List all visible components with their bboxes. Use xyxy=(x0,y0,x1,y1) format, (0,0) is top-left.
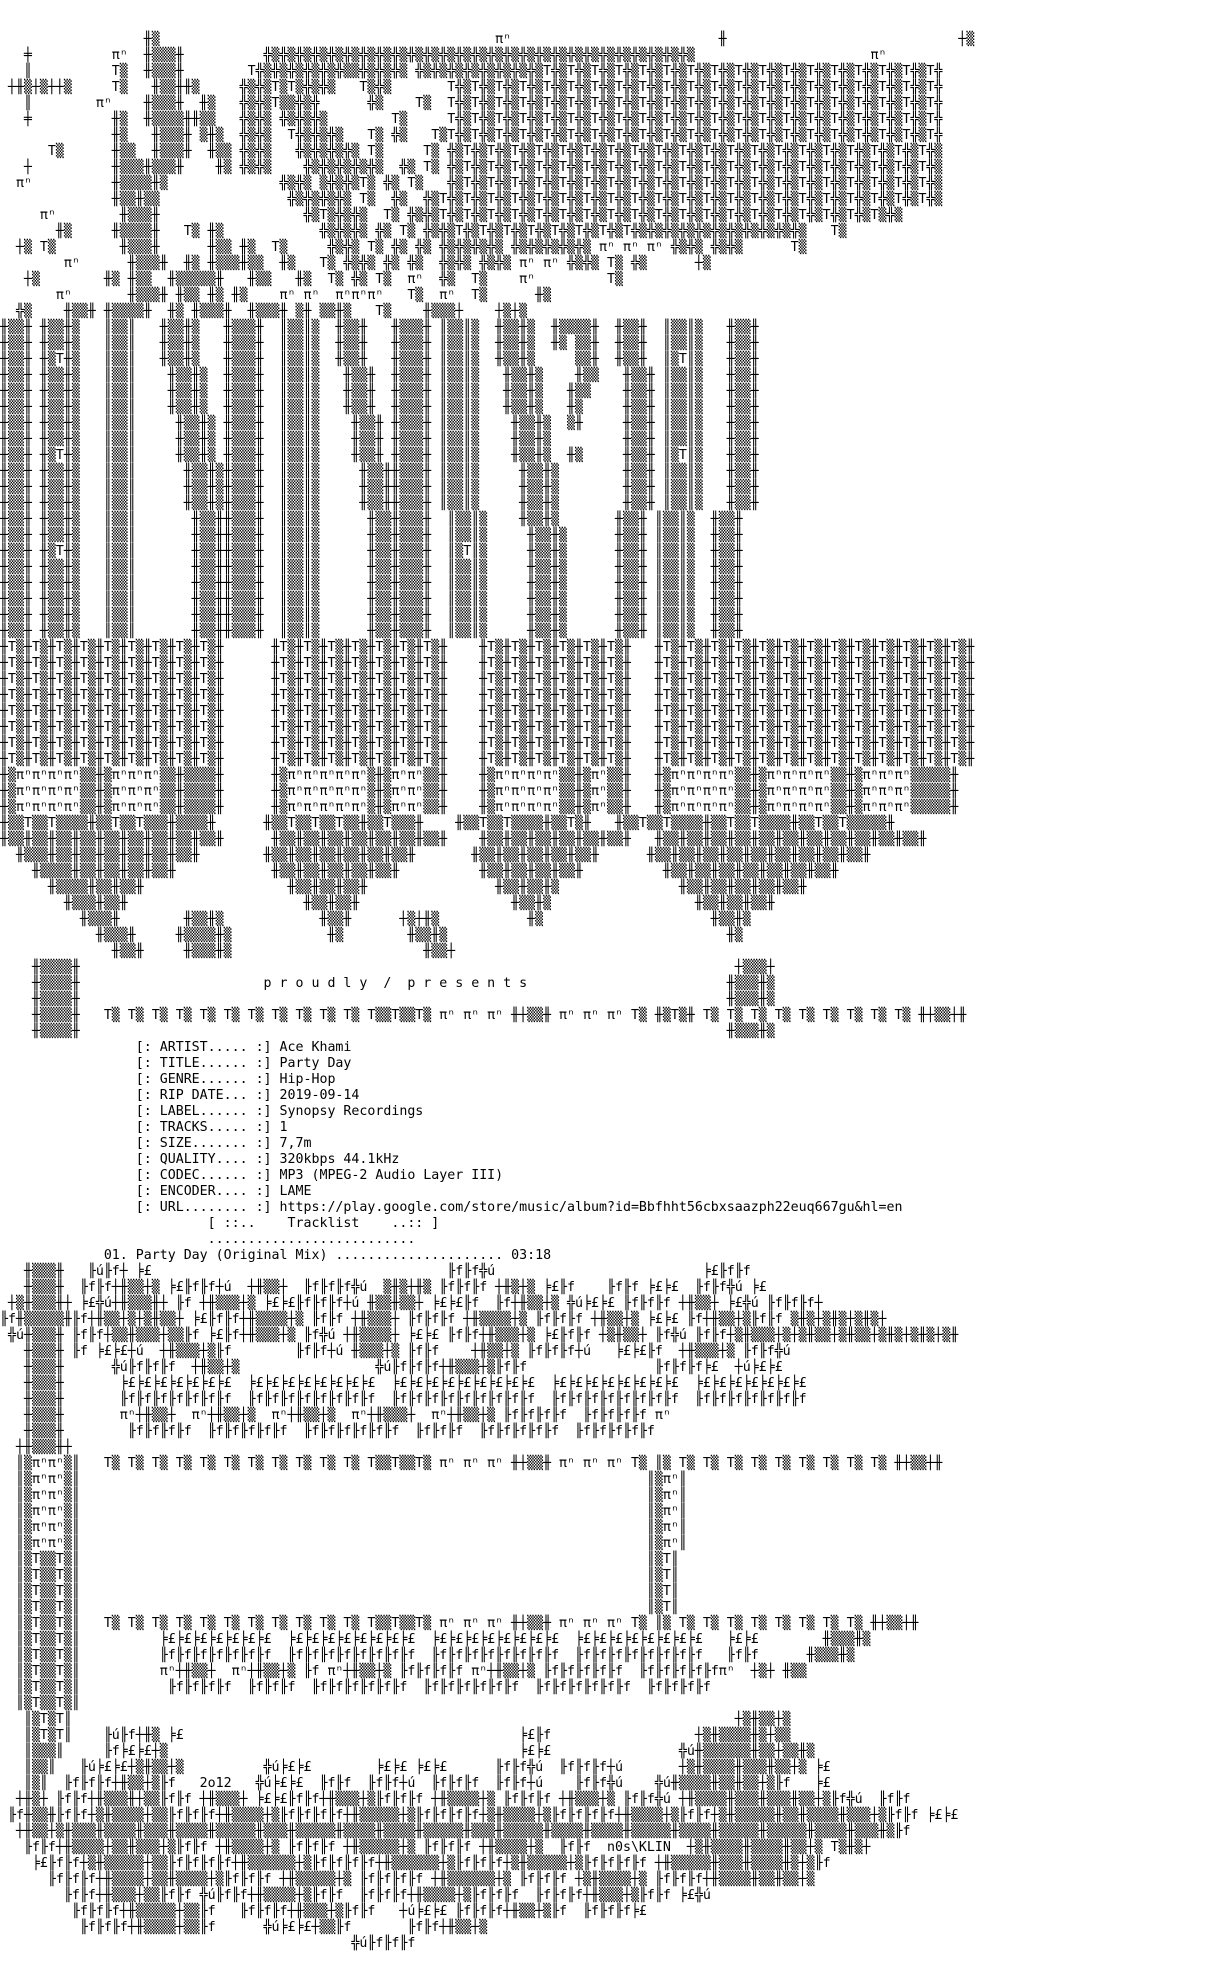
ascii-art-top: ╫▒ πⁿ ╫ ┼▒ ╪ πⁿ ╫▒▒▒╫ ╬▒╬▒╬▒╬▒╬▒╬▒╬▒╬▒╬▒… xyxy=(0,32,975,959)
tracklist-track: 01. Party Day (Original Mix) ...........… xyxy=(103,1248,552,1263)
tracklist-header: [ ::.. Tracklist ..:: ] ................… xyxy=(207,1216,440,1247)
release-info: [: ARTIST..... :] Ace Khami [: TITLE....… xyxy=(135,1040,903,1215)
presents-banner: ╫▒▒▒▒╫ ┼▒▒▒┼ ╫▒▒▒▒╫ p r o u d l y / p r … xyxy=(31,960,967,1039)
ascii-art-bottom: ╫▒▒▒╫ ╟ú╟f┼ ╞£ ╟f╟f╬ú ╞£╟f╟f ╫▒▒▒╫ ╟f╟f┼… xyxy=(0,1264,959,1951)
